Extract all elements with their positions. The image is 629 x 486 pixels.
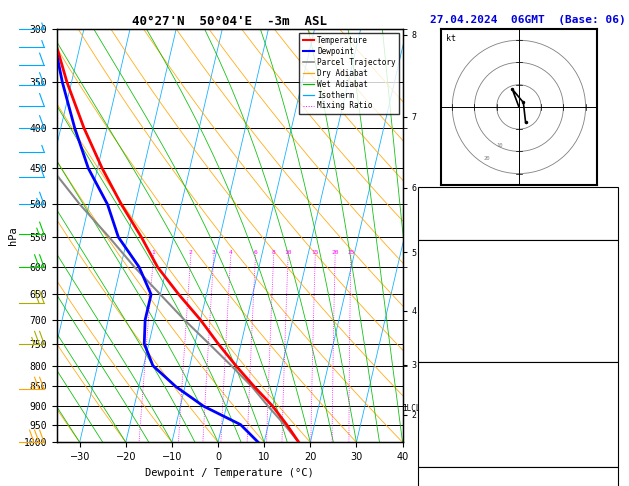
Text: 2: 2 bbox=[189, 250, 192, 255]
Text: 0: 0 bbox=[610, 350, 616, 359]
Text: 12: 12 bbox=[605, 315, 616, 324]
Text: 27.04.2024  06GMT  (Base: 06): 27.04.2024 06GMT (Base: 06) bbox=[430, 15, 626, 25]
Legend: Temperature, Dewpoint, Parcel Trajectory, Dry Adiabat, Wet Adiabat, Isotherm, Mi: Temperature, Dewpoint, Parcel Trajectory… bbox=[299, 33, 399, 114]
Text: PW (cm): PW (cm) bbox=[421, 227, 459, 236]
Text: Temp (°C): Temp (°C) bbox=[421, 262, 470, 271]
Text: 20: 20 bbox=[483, 156, 490, 161]
Text: -14: -14 bbox=[599, 192, 616, 201]
Text: 1.07: 1.07 bbox=[594, 227, 616, 236]
Text: 3: 3 bbox=[212, 250, 216, 255]
Text: CAPE (J): CAPE (J) bbox=[421, 437, 464, 446]
Text: 10: 10 bbox=[284, 250, 292, 255]
X-axis label: Dewpoint / Temperature (°C): Dewpoint / Temperature (°C) bbox=[145, 468, 314, 478]
Text: 20: 20 bbox=[331, 250, 339, 255]
Text: 0: 0 bbox=[610, 332, 616, 341]
Text: 1: 1 bbox=[152, 250, 155, 255]
Text: 0: 0 bbox=[610, 437, 616, 446]
Text: Mixing Ratio (g/kg): Mixing Ratio (g/kg) bbox=[455, 188, 464, 283]
Text: CAPE (J): CAPE (J) bbox=[421, 332, 464, 341]
Text: 308: 308 bbox=[599, 297, 616, 306]
Text: Totals Totals: Totals Totals bbox=[421, 210, 491, 219]
Text: 310: 310 bbox=[599, 402, 616, 411]
Text: Hodograph: Hodograph bbox=[494, 472, 542, 481]
Text: Most Unstable: Most Unstable bbox=[483, 367, 554, 376]
Text: 1LCL: 1LCL bbox=[403, 403, 421, 413]
Text: 4: 4 bbox=[229, 250, 233, 255]
Text: 6: 6 bbox=[253, 250, 257, 255]
Text: kt: kt bbox=[446, 34, 456, 43]
Text: Dewp (°C): Dewp (°C) bbox=[421, 280, 470, 289]
Text: Surface: Surface bbox=[499, 245, 537, 254]
Text: Pressure (mb): Pressure (mb) bbox=[421, 385, 491, 394]
Y-axis label: hPa: hPa bbox=[8, 226, 18, 245]
Text: 8.7: 8.7 bbox=[599, 280, 616, 289]
Text: 950: 950 bbox=[599, 385, 616, 394]
Text: 25: 25 bbox=[347, 250, 355, 255]
Text: Lifted Index: Lifted Index bbox=[421, 420, 486, 429]
Text: 40°27'N  50°04'E  -3m  ASL: 40°27'N 50°04'E -3m ASL bbox=[132, 15, 327, 28]
Text: 17.5: 17.5 bbox=[594, 262, 616, 271]
Text: Lifted Index: Lifted Index bbox=[421, 315, 486, 324]
Text: © weatheronline.co.uk: © weatheronline.co.uk bbox=[467, 469, 571, 479]
Text: 8: 8 bbox=[272, 250, 276, 255]
Text: 15: 15 bbox=[311, 250, 319, 255]
Text: θe(K): θe(K) bbox=[421, 297, 448, 306]
Text: 30: 30 bbox=[605, 210, 616, 219]
Text: 10: 10 bbox=[497, 143, 503, 148]
Text: CIN (J): CIN (J) bbox=[421, 455, 459, 464]
Text: 0: 0 bbox=[610, 455, 616, 464]
Y-axis label: km
ASL: km ASL bbox=[418, 228, 437, 243]
Text: 11: 11 bbox=[605, 420, 616, 429]
Text: K: K bbox=[421, 192, 427, 201]
Text: θe (K): θe (K) bbox=[421, 402, 454, 411]
Text: CIN (J): CIN (J) bbox=[421, 350, 459, 359]
